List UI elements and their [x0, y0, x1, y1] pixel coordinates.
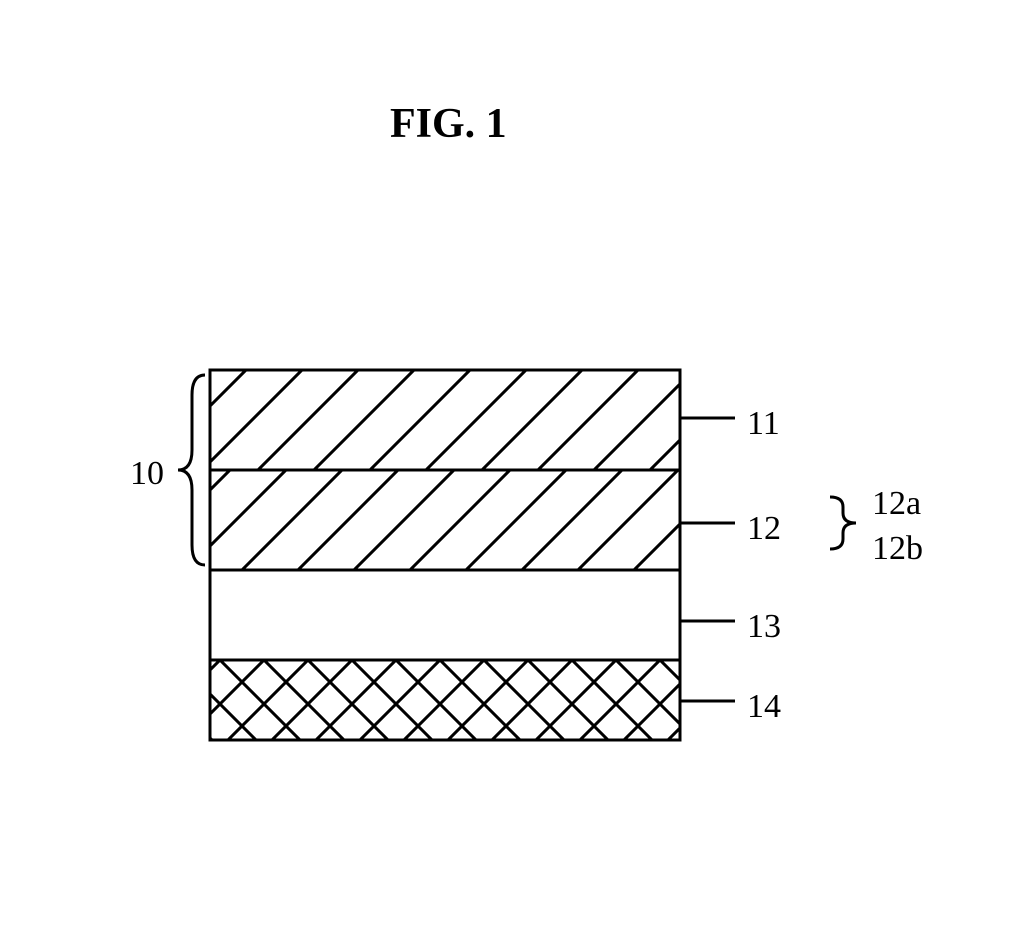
label-12a: 12a [872, 485, 921, 523]
label-11: 11 [747, 405, 780, 443]
brace-right-12ab [830, 497, 856, 549]
label-12b: 12b [872, 530, 923, 568]
layer-12 [210, 470, 680, 570]
layer-14 [210, 660, 680, 740]
label-10: 10 [130, 455, 164, 493]
brace-left-10 [178, 375, 205, 565]
label-12: 12 [747, 510, 781, 548]
label-14: 14 [747, 688, 781, 726]
label-13: 13 [747, 608, 781, 646]
layer-11 [210, 370, 680, 470]
layer-13 [210, 570, 680, 660]
